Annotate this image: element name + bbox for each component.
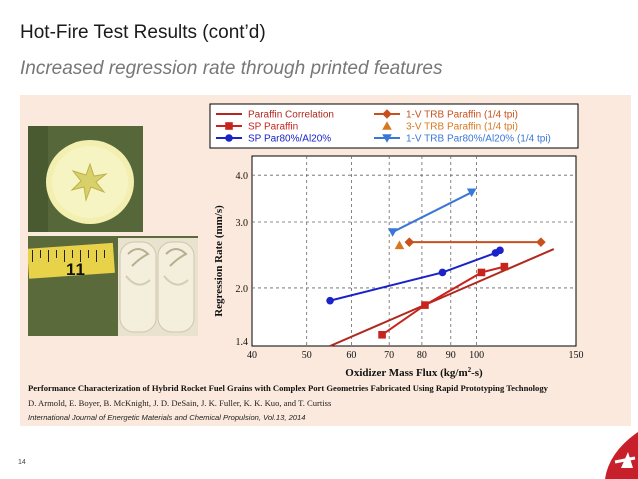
legend-box — [209, 103, 579, 149]
series-line — [392, 191, 473, 233]
legend-marker — [382, 134, 392, 143]
page-number: 14 — [18, 459, 26, 466]
legend-item: SP Par80%/Al20% — [216, 134, 331, 145]
fuel-grain-end-photo — [28, 126, 143, 232]
x-tick-label: 150 — [569, 350, 584, 361]
legend-item: 3-V TRB Paraffin (1/4 tpi) — [382, 121, 518, 133]
data-point — [326, 296, 334, 305]
legend-marker — [382, 121, 392, 130]
printed-grains-photo: 11 — [28, 236, 198, 336]
series-line — [329, 248, 555, 347]
y-tick-label: 3.0 — [236, 218, 249, 229]
legend-item: SP Paraffin — [216, 122, 298, 133]
legend-label: 1-V TRB Paraffin (1/4 tpi) — [406, 110, 518, 121]
y-axis-label: Regression Rate (mm/s) — [213, 205, 225, 317]
ruler-number-2: 1 — [75, 260, 86, 279]
x-tick-label: 60 — [346, 350, 356, 361]
x-tick-label: 40 — [247, 350, 257, 361]
series-line — [381, 265, 505, 336]
reference-journal: International Journal of Energetic Mater… — [28, 413, 306, 422]
slide-subtitle: Increased regression rate through printe… — [20, 58, 443, 79]
legend-marker — [382, 109, 392, 119]
x-axis-label: Oxidizer Mass Flux (kg/m2-s) — [345, 366, 483, 379]
legend-label: 1-V TRB Par80%/Al20% (1/4 tpi) — [406, 134, 551, 145]
data-point — [496, 246, 504, 255]
reference-authors: D. Armold, E. Boyer, B. McKnight, J. D. … — [28, 398, 332, 408]
reference-block: Performance Characterization of Hybrid R… — [28, 383, 628, 422]
y-tick-label: 1.4 — [236, 337, 249, 348]
y-tick-label: 4.0 — [236, 171, 249, 182]
legend-label: Paraffin Correlation — [248, 110, 334, 121]
legend-label: SP Paraffin — [248, 122, 298, 133]
data-point — [387, 228, 398, 237]
y-tick-label: 2.0 — [236, 284, 249, 295]
x-tick-label: 90 — [446, 350, 456, 361]
legend-item: Paraffin Correlation — [216, 110, 334, 121]
data-point — [421, 301, 429, 309]
series-5 — [387, 188, 477, 237]
data-point — [536, 237, 546, 247]
data-point — [378, 330, 386, 339]
series-4 — [394, 240, 405, 250]
x-tick-label: 100 — [469, 350, 484, 361]
reference-title: Performance Characterization of Hybrid R… — [28, 383, 548, 393]
data-point — [394, 240, 405, 250]
series-0 — [329, 248, 555, 347]
legend-label: SP Par80%/Al20% — [248, 134, 331, 145]
company-logo-icon — [605, 432, 638, 479]
series-1 — [378, 262, 509, 339]
legend-marker — [225, 134, 233, 142]
data-point — [477, 268, 486, 277]
ruler-number-1: 1 — [66, 260, 76, 279]
legend-marker — [225, 122, 233, 130]
x-tick-label: 70 — [384, 350, 394, 361]
data-point — [466, 188, 477, 198]
data-point — [438, 268, 447, 277]
data-point — [500, 262, 509, 271]
legend-item: 1-V TRB Par80%/Al20% (1/4 tpi) — [374, 134, 551, 145]
legend-item: 1-V TRB Paraffin (1/4 tpi) — [374, 109, 518, 121]
regression-rate-chart: 40 50 60 70 80 90 100 150 1.4 2.0 3.0 4.0 Oxidizer M… — [209, 103, 584, 379]
x-tick-label: 50 — [302, 350, 312, 361]
legend-label: 3-V TRB Paraffin (1/4 tpi) — [406, 122, 518, 133]
slide-title: Hot-Fire Test Results (cont’d) — [20, 22, 266, 43]
data-point — [404, 237, 415, 247]
series-3 — [404, 237, 546, 247]
x-tick-label: 80 — [417, 350, 427, 361]
plot-area — [251, 155, 577, 347]
series-2 — [326, 246, 504, 305]
